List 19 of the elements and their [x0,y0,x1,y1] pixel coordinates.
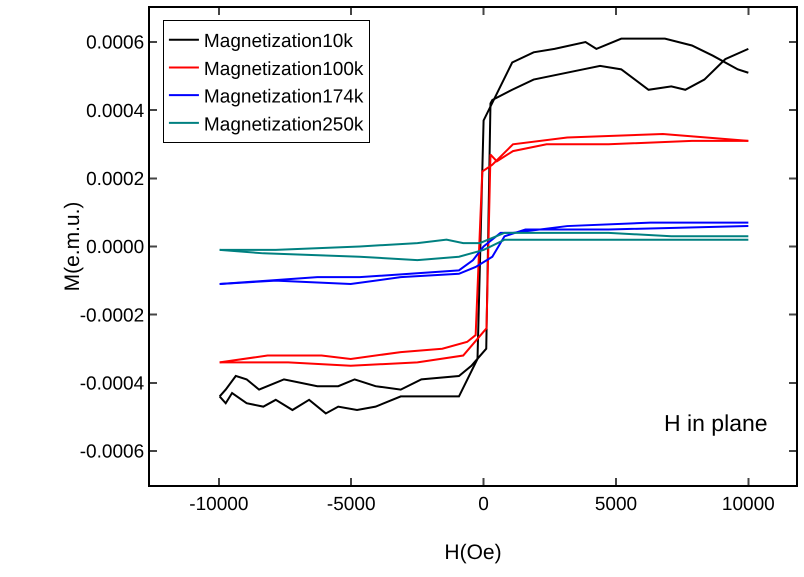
y-tick-label: 0.0002 [86,169,144,190]
x-tick-label: -10000 [189,494,248,515]
y-tick-label: -0.0006 [80,442,144,463]
legend-label: Magnetization174k [204,86,364,108]
y-axis-title: M(e.m.u.) [61,202,84,292]
y-tick-label: 0.0006 [86,32,144,54]
x-tick-label: 5000 [594,494,638,515]
x-tick-label: 0 [478,494,489,515]
y-tick-label: -0.0002 [80,305,144,326]
y-tick-label: -0.0004 [80,373,145,394]
y-tick-label: 0.0000 [86,237,144,258]
x-tick-label: -5000 [326,494,376,515]
legend-label: Magnetization100k [204,58,364,80]
x-tick-label: 10000 [722,494,775,515]
annotation: H in plane [664,410,768,436]
y-tick-label: 0.0004 [86,100,145,122]
legend-label: Magnetization250k [204,114,364,136]
x-axis-title: H(Oe) [444,541,502,564]
legend-label: Magnetization10k [204,31,354,52]
